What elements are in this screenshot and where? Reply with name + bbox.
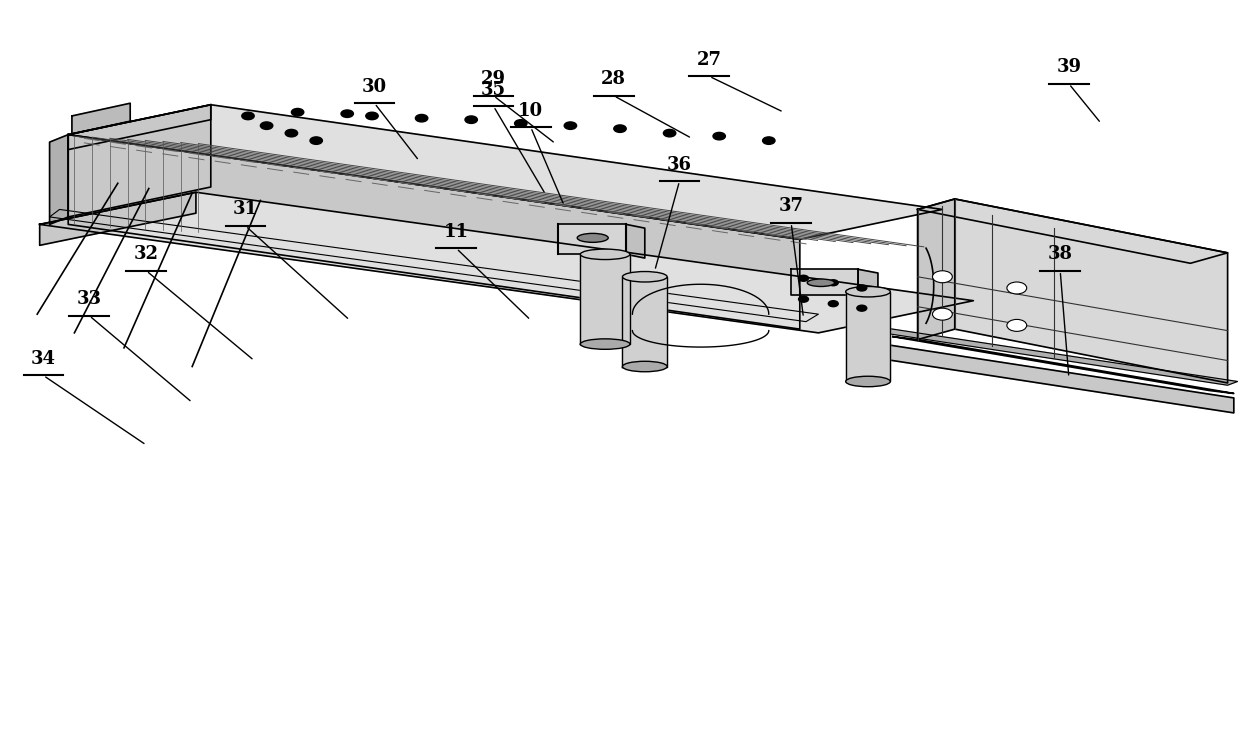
Circle shape — [366, 112, 378, 120]
Circle shape — [310, 137, 322, 144]
Polygon shape — [955, 199, 1228, 383]
Polygon shape — [883, 344, 1234, 413]
Text: 30: 30 — [362, 78, 387, 96]
Circle shape — [932, 271, 952, 283]
Ellipse shape — [807, 279, 835, 286]
Polygon shape — [40, 192, 973, 333]
Ellipse shape — [846, 286, 890, 297]
Text: 31: 31 — [233, 200, 258, 218]
Circle shape — [515, 120, 527, 127]
Circle shape — [285, 129, 298, 137]
Circle shape — [713, 132, 725, 140]
Polygon shape — [72, 103, 130, 134]
Circle shape — [663, 129, 676, 137]
Text: 36: 36 — [667, 156, 692, 174]
Circle shape — [799, 275, 808, 281]
Circle shape — [465, 116, 477, 123]
Polygon shape — [68, 105, 942, 239]
Text: 35: 35 — [481, 81, 506, 99]
Ellipse shape — [580, 339, 630, 349]
Polygon shape — [622, 277, 667, 367]
Polygon shape — [68, 135, 800, 329]
Circle shape — [415, 114, 428, 122]
Circle shape — [242, 112, 254, 120]
Text: 34: 34 — [31, 350, 56, 368]
Polygon shape — [893, 337, 1234, 393]
Polygon shape — [791, 269, 858, 295]
Circle shape — [828, 280, 838, 286]
Ellipse shape — [622, 361, 667, 372]
Circle shape — [291, 108, 304, 116]
Text: 33: 33 — [77, 290, 102, 308]
Ellipse shape — [622, 272, 667, 282]
Polygon shape — [918, 199, 955, 340]
Text: 28: 28 — [601, 70, 626, 88]
Polygon shape — [580, 254, 630, 344]
Circle shape — [932, 308, 952, 320]
Ellipse shape — [580, 249, 630, 260]
Polygon shape — [68, 105, 211, 217]
Polygon shape — [68, 105, 211, 150]
Circle shape — [799, 296, 808, 302]
Circle shape — [341, 110, 353, 117]
Circle shape — [857, 285, 867, 291]
Ellipse shape — [578, 233, 609, 242]
Polygon shape — [626, 224, 645, 258]
Circle shape — [828, 301, 838, 307]
Polygon shape — [50, 135, 68, 224]
Text: 39: 39 — [1056, 58, 1081, 76]
Text: 29: 29 — [481, 70, 506, 88]
Circle shape — [1007, 319, 1027, 331]
Circle shape — [857, 305, 867, 311]
Text: 27: 27 — [697, 51, 722, 69]
Circle shape — [763, 137, 775, 144]
Circle shape — [614, 125, 626, 132]
Text: 37: 37 — [779, 197, 804, 215]
Circle shape — [564, 122, 577, 129]
Polygon shape — [846, 292, 890, 381]
Polygon shape — [868, 327, 1238, 385]
Circle shape — [1007, 282, 1027, 294]
Text: 10: 10 — [518, 102, 543, 120]
Polygon shape — [918, 199, 1228, 263]
Polygon shape — [858, 269, 878, 299]
Ellipse shape — [846, 376, 890, 387]
Circle shape — [260, 122, 273, 129]
Polygon shape — [558, 224, 626, 254]
Polygon shape — [50, 209, 818, 322]
Polygon shape — [40, 192, 196, 245]
Text: 11: 11 — [444, 223, 469, 241]
Text: 32: 32 — [134, 245, 159, 263]
Text: 38: 38 — [1048, 245, 1073, 263]
